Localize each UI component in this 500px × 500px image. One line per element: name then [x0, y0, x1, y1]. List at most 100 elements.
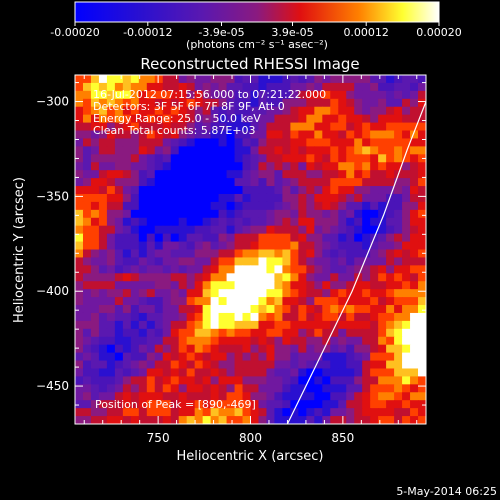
- heatmap-cell: [90, 408, 100, 417]
- heatmap-cell: [202, 384, 212, 393]
- heatmap-cell: [346, 392, 355, 401]
- heatmap-cell: [75, 217, 84, 227]
- heatmap-cell: [258, 209, 268, 219]
- heatmap-cell: [394, 336, 403, 346]
- heatmap-cell: [306, 106, 315, 116]
- heatmap-cell: [90, 178, 100, 187]
- heatmap-cell: [202, 273, 212, 282]
- heatmap-cell: [410, 146, 419, 155]
- heatmap-cell: [250, 154, 260, 163]
- heatmap-cell: [146, 193, 156, 203]
- heatmap-cell: [218, 257, 228, 266]
- heatmap-cell: [410, 368, 419, 378]
- heatmap-cell: [370, 106, 379, 116]
- heatmap-cell: [178, 217, 188, 227]
- heatmap-cell: [138, 98, 148, 108]
- heatmap-cell: [378, 328, 387, 338]
- heatmap-cell: [274, 130, 284, 140]
- heatmap-cell: [282, 178, 291, 187]
- heatmap-cell: [154, 106, 164, 116]
- heatmap-cell: [362, 360, 371, 370]
- heatmap-cell: [370, 368, 379, 378]
- heatmap-cell: [122, 344, 132, 354]
- heatmap-cell: [186, 90, 196, 100]
- heatmap-cell: [258, 265, 268, 274]
- heatmap-cell: [75, 138, 84, 147]
- heatmap-cell: [330, 90, 339, 100]
- heatmap-cell: [234, 384, 244, 393]
- heatmap-cell: [402, 416, 411, 424]
- heatmap-cell: [146, 408, 156, 417]
- heatmap-cell: [218, 201, 228, 211]
- heatmap-cell: [226, 201, 236, 211]
- heatmap-cell: [242, 297, 252, 306]
- heatmap-cell: [106, 257, 116, 266]
- heatmap-cell: [330, 360, 339, 370]
- heatmap-cell: [218, 114, 228, 124]
- heatmap-cell: [354, 178, 363, 187]
- heatmap-cell: [114, 305, 124, 314]
- heatmap-cell: [250, 98, 260, 108]
- heatmap-cell: [354, 320, 363, 330]
- heatmap-cell: [106, 217, 116, 227]
- heatmap-cell: [178, 281, 188, 290]
- heatmap-cell: [298, 265, 307, 274]
- heatmap-cell: [410, 289, 419, 298]
- heatmap-cell: [210, 122, 220, 132]
- heatmap-cell: [298, 170, 307, 179]
- heatmap-cell: [130, 201, 140, 211]
- heatmap-cell: [282, 392, 291, 401]
- heatmap-cell: [234, 408, 244, 417]
- heatmap-cell: [322, 138, 331, 147]
- heatmap-cell: [402, 297, 411, 306]
- heatmap-cell: [330, 376, 339, 385]
- heatmap-cell: [114, 289, 124, 298]
- heatmap-cell: [410, 384, 419, 393]
- heatmap-cell: [154, 328, 164, 338]
- heatmap-cell: [226, 400, 236, 409]
- heatmap-cell: [162, 170, 172, 179]
- heatmap-cell: [186, 186, 196, 195]
- heatmap-cell: [82, 297, 92, 306]
- heatmap-cell: [122, 146, 132, 155]
- heatmap-cell: [202, 225, 212, 235]
- heatmap-cell: [410, 217, 419, 227]
- heatmap-cell: [98, 281, 108, 290]
- heatmap-cell: [194, 98, 204, 108]
- heatmap-cell: [354, 225, 363, 235]
- heatmap-cell: [138, 384, 148, 393]
- heatmap-cell: [130, 162, 140, 171]
- heatmap-cell: [82, 249, 92, 259]
- heatmap-cell: [274, 162, 284, 171]
- heatmap-cell: [322, 368, 331, 378]
- heatmap-cell: [82, 186, 92, 195]
- heatmap-cell: [298, 193, 307, 203]
- heatmap-cell: [226, 178, 236, 187]
- heatmap-cell: [354, 82, 363, 92]
- heatmap-cell: [418, 297, 426, 306]
- heatmap-cell: [242, 408, 252, 417]
- heatmap-cell: [314, 265, 323, 274]
- heatmap-cell: [82, 305, 92, 314]
- heatmap-cell: [378, 273, 387, 282]
- heatmap-cell: [138, 416, 148, 424]
- heatmap-cell: [138, 75, 148, 84]
- heatmap-cell: [394, 265, 403, 274]
- heatmap-cell: [394, 98, 403, 108]
- heatmap-cell: [234, 289, 244, 298]
- heatmap-cell: [186, 154, 196, 163]
- heatmap-cell: [354, 336, 363, 346]
- heatmap-cell: [170, 312, 180, 322]
- heatmap-cell: [234, 193, 244, 203]
- heatmap-cell: [98, 416, 108, 424]
- heatmap-cell: [370, 352, 379, 362]
- heatmap-cell: [106, 170, 116, 179]
- heatmap-cell: [322, 416, 331, 424]
- heatmap-cell: [202, 217, 212, 227]
- heatmap-cell: [410, 106, 419, 116]
- heatmap-cell: [178, 233, 188, 243]
- heatmap-cell: [346, 162, 355, 171]
- heatmap-cell: [146, 225, 156, 235]
- heatmap-cell: [82, 312, 92, 322]
